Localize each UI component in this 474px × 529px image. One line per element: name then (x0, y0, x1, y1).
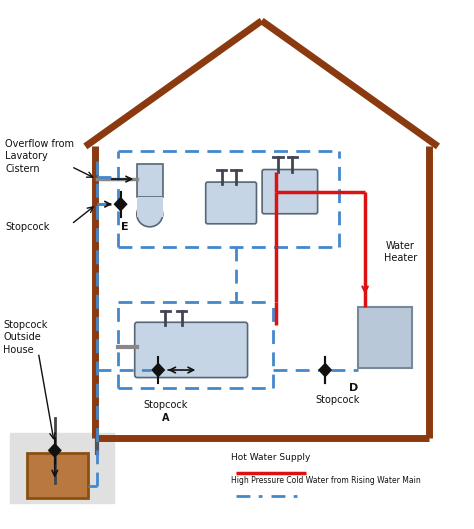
Text: Stopcock: Stopcock (143, 400, 187, 410)
FancyBboxPatch shape (206, 182, 256, 224)
Bar (137, 197, 163, 217)
Text: Stopcock: Stopcock (316, 395, 360, 405)
Bar (10, 433, 114, 503)
Text: Stopcock
Outside
House: Stopcock Outside House (3, 320, 47, 355)
FancyBboxPatch shape (262, 169, 318, 214)
Text: D: D (349, 382, 358, 393)
Bar (27, 453, 88, 498)
Bar (358, 307, 412, 368)
Polygon shape (115, 198, 127, 211)
Text: E: E (120, 222, 128, 232)
Text: Hot Water Supply: Hot Water Supply (231, 453, 310, 462)
Text: A: A (162, 413, 169, 423)
Polygon shape (49, 444, 61, 457)
Text: Stopcock: Stopcock (5, 222, 50, 232)
Text: Overflow from
Lavatory
Cistern: Overflow from Lavatory Cistern (5, 139, 74, 174)
Polygon shape (152, 363, 164, 377)
Ellipse shape (137, 202, 163, 227)
Text: Water
Heater: Water Heater (384, 241, 417, 263)
Bar (137, 164, 163, 197)
FancyBboxPatch shape (135, 322, 247, 378)
Text: High Pressure Cold Water from Rising Water Main: High Pressure Cold Water from Rising Wat… (231, 476, 421, 485)
Polygon shape (319, 363, 331, 377)
